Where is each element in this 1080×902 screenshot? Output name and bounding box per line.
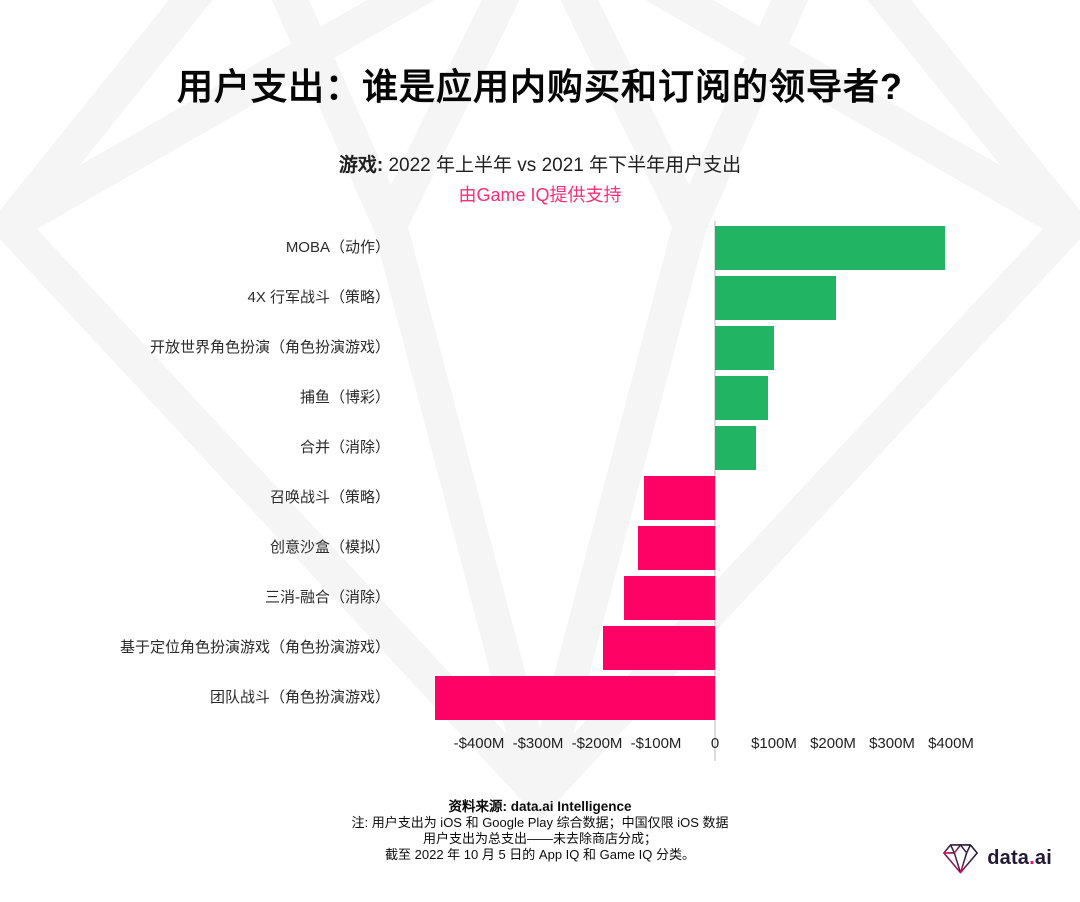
zero-axis-line bbox=[714, 221, 716, 761]
x-axis: -$400M -$300M -$200M -$100M 0 $100M $200M $300M… bbox=[420, 723, 1010, 757]
category-label: 创意沙盒（模拟） bbox=[269, 539, 390, 556]
bar-track bbox=[420, 373, 1010, 423]
bar-negative bbox=[435, 676, 715, 720]
chart-row: 基于定位角色扮演游戏（角色扮演游戏） bbox=[50, 623, 1010, 673]
subtitle-text: 2022 年上半年 vs 2021 年下半年用户支出 bbox=[383, 155, 742, 176]
x-axis-tick-label: -$400M bbox=[453, 735, 505, 752]
chart-row: 捕鱼（博彩） bbox=[50, 373, 1010, 423]
x-axis-tick-label: -$300M bbox=[512, 735, 564, 752]
powered-by-game-iq: 由Game IQ提供支持 bbox=[458, 185, 622, 205]
data-ai-diamond-icon bbox=[943, 844, 979, 874]
bar-negative bbox=[603, 626, 715, 670]
chart-row: 召唤战斗（策略） bbox=[50, 473, 1010, 523]
note-line-1: 注: 用户支出为 iOS 和 Google Play 综合数据；中国仅限 iOS… bbox=[351, 815, 729, 830]
category-label: 4X 行军战斗（策略） bbox=[247, 289, 390, 306]
x-axis-tick-label: -$200M bbox=[571, 735, 623, 752]
bar-positive bbox=[715, 326, 774, 370]
category-label: 基于定位角色扮演游戏（角色扮演游戏） bbox=[119, 639, 390, 656]
note-line-2: 用户支出为总支出——未去除商店分成； bbox=[422, 831, 657, 846]
source-line: 资料来源: data.ai Intelligence bbox=[448, 799, 632, 814]
chart-subtitle: 游戏: 2022 年上半年 vs 2021 年下半年用户支出 bbox=[0, 150, 1080, 177]
source-note: 资料来源: data.ai Intelligence 注: 用户支出为 iOS … bbox=[0, 799, 1080, 863]
bar-track bbox=[420, 573, 1010, 623]
subtitle-bold-label: 游戏: bbox=[338, 155, 384, 176]
category-label: 开放世界角色扮演（角色扮演游戏） bbox=[149, 339, 390, 356]
chart-row: 创意沙盒（模拟） bbox=[50, 523, 1010, 573]
bar-track bbox=[420, 623, 1010, 673]
x-axis-tick-label: $400M bbox=[928, 735, 974, 752]
page-title: 用户支出：谁是应用内购买和订阅的领导者? bbox=[177, 66, 903, 107]
data-ai-logo: data.ai bbox=[942, 842, 1052, 875]
x-axis-tick-label: -$100M bbox=[630, 735, 682, 752]
bar-negative bbox=[638, 526, 715, 570]
chart-row: 三消-融合（消除） bbox=[50, 573, 1010, 623]
category-label: 团队战斗（角色扮演游戏） bbox=[209, 689, 390, 706]
bar-track bbox=[420, 273, 1010, 323]
tornado-bar-chart: MOBA（动作） 4X 行军战斗（策略） 开放世界角色扮演（角色扮演游戏） 捕鱼（博彩… bbox=[50, 221, 1010, 761]
bar-positive bbox=[715, 226, 945, 270]
x-axis-tick-label: 0 bbox=[710, 735, 720, 752]
category-label: 合并（消除） bbox=[299, 439, 390, 456]
category-label: MOBA（动作） bbox=[285, 239, 390, 256]
category-label: 三消-融合（消除） bbox=[265, 589, 390, 606]
chart-row: 开放世界角色扮演（角色扮演游戏） bbox=[50, 323, 1010, 373]
bar-positive bbox=[715, 276, 836, 320]
bar-track bbox=[420, 473, 1010, 523]
x-axis-tick-label: $200M bbox=[810, 735, 856, 752]
bar-track bbox=[420, 523, 1010, 573]
note-line-3: 截至 2022 年 10 月 5 日的 App IQ 和 Game IQ 分类。 bbox=[385, 847, 695, 862]
bar-track bbox=[420, 673, 1010, 723]
chart-row: 团队战斗（角色扮演游戏） bbox=[50, 673, 1010, 723]
chart-row: 4X 行军战斗（策略） bbox=[50, 273, 1010, 323]
bar-positive bbox=[715, 376, 768, 420]
x-axis-tick-label: $300M bbox=[869, 735, 915, 752]
category-label: 召唤战斗（策略） bbox=[269, 489, 390, 506]
chart-row: 合并（消除） bbox=[50, 423, 1010, 473]
bar-negative bbox=[624, 576, 715, 620]
logo-dot: . bbox=[1029, 847, 1035, 869]
x-axis-tick-label: $100M bbox=[751, 735, 797, 752]
category-label: 捕鱼（博彩） bbox=[299, 389, 390, 406]
bar-track bbox=[420, 423, 1010, 473]
chart-row: MOBA（动作） bbox=[50, 223, 1010, 273]
bar-track bbox=[420, 323, 1010, 373]
data-ai-wordmark: data.ai bbox=[987, 847, 1052, 869]
bar-negative bbox=[644, 476, 715, 520]
bar-track bbox=[420, 223, 1010, 273]
chart-rows: MOBA（动作） 4X 行军战斗（策略） 开放世界角色扮演（角色扮演游戏） 捕鱼（博彩… bbox=[50, 223, 1010, 723]
bar-positive bbox=[715, 426, 756, 470]
